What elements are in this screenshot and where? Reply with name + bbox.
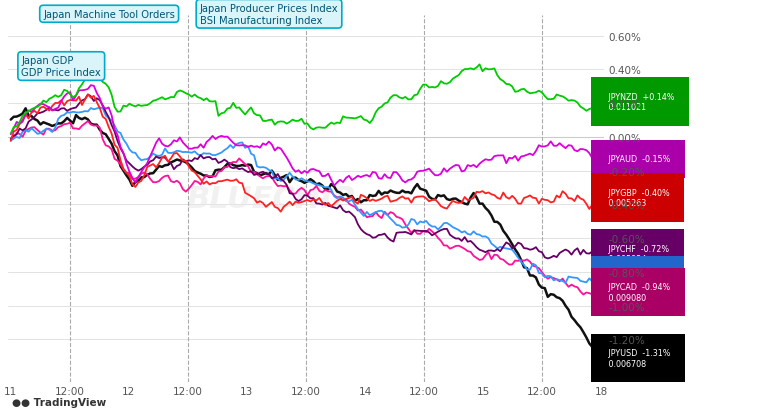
Text: BLUECHIP: BLUECHIP xyxy=(186,185,354,214)
Text: JPYCAD  -0.94%
 0.009080: JPYCAD -0.94% 0.009080 xyxy=(606,283,670,302)
Text: ●● TradingView: ●● TradingView xyxy=(12,397,106,407)
Text: JPYCHF  -0.72%
 0.005924: JPYCHF -0.72% 0.005924 xyxy=(606,244,669,263)
Text: JPYEUR  -0.87%: JPYEUR -0.87% xyxy=(606,271,670,280)
Text: JPYNZD  +0.14%
 0.011021: JPYNZD +0.14% 0.011021 xyxy=(606,93,675,112)
Text: Japan Machine Tool Orders: Japan Machine Tool Orders xyxy=(43,10,175,20)
Text: Japan Producer Prices Index
BSI Manufacturing Index: Japan Producer Prices Index BSI Manufact… xyxy=(200,4,339,26)
Text: JPYUSD  -1.31%
 0.006708: JPYUSD -1.31% 0.006708 xyxy=(606,349,670,368)
Text: JPYAUD  -0.15%: JPYAUD -0.15% xyxy=(606,155,670,164)
Text: JPYGBP  -0.40%
 0.005263: JPYGBP -0.40% 0.005263 xyxy=(606,188,670,208)
Text: Japan GDP
GDP Price Index: Japan GDP GDP Price Index xyxy=(21,56,101,78)
